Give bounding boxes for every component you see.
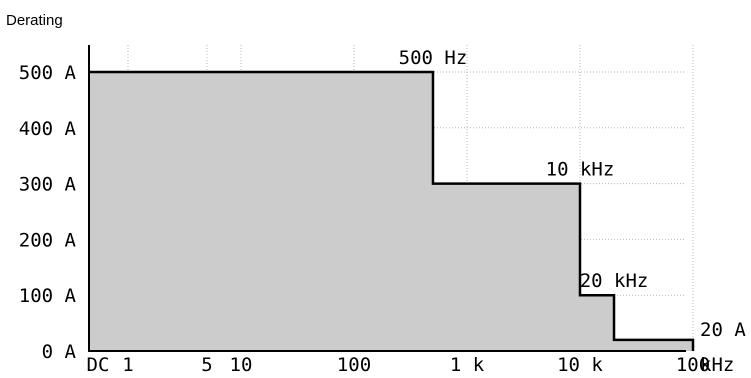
annotations: 500 Hz 10 kHz 20 kHz 20 A <box>399 47 747 341</box>
y-tick-label: 0 A <box>42 341 77 363</box>
x-tick-label: DC <box>87 354 110 376</box>
chart-title: Derating <box>6 12 63 29</box>
x-axis-ticks: DC 1 5 10 100 1 k 10 k 100 <box>87 354 711 376</box>
derating-step-line <box>89 70 695 351</box>
x-axis-label: kHz <box>700 354 734 376</box>
y-tick-label: 100 A <box>19 285 77 307</box>
annotation-label: 20 A <box>700 319 746 341</box>
y-tick-label: 400 A <box>19 118 77 140</box>
derating-area <box>89 72 693 351</box>
x-tick-label: 1 <box>122 354 133 376</box>
x-tick-label: 100 <box>337 354 371 376</box>
x-tick-label: 1 k <box>450 354 485 376</box>
x-tick-label: 10 <box>230 354 253 376</box>
x-tick-label: 5 <box>201 354 212 376</box>
y-tick-label: 200 A <box>19 229 77 251</box>
y-tick-label: 500 A <box>19 62 77 84</box>
x-tick-label: 10 k <box>557 354 603 376</box>
y-axis-ticks: 0 A 100 A 200 A 300 A 400 A 500 A <box>19 62 77 363</box>
annotation-label: 20 kHz <box>580 270 649 292</box>
annotation-label: 500 Hz <box>399 47 468 69</box>
x-tick-label: 100 <box>676 354 710 376</box>
annotation-label: 10 kHz <box>546 159 615 181</box>
y-tick-label: 300 A <box>19 174 77 196</box>
